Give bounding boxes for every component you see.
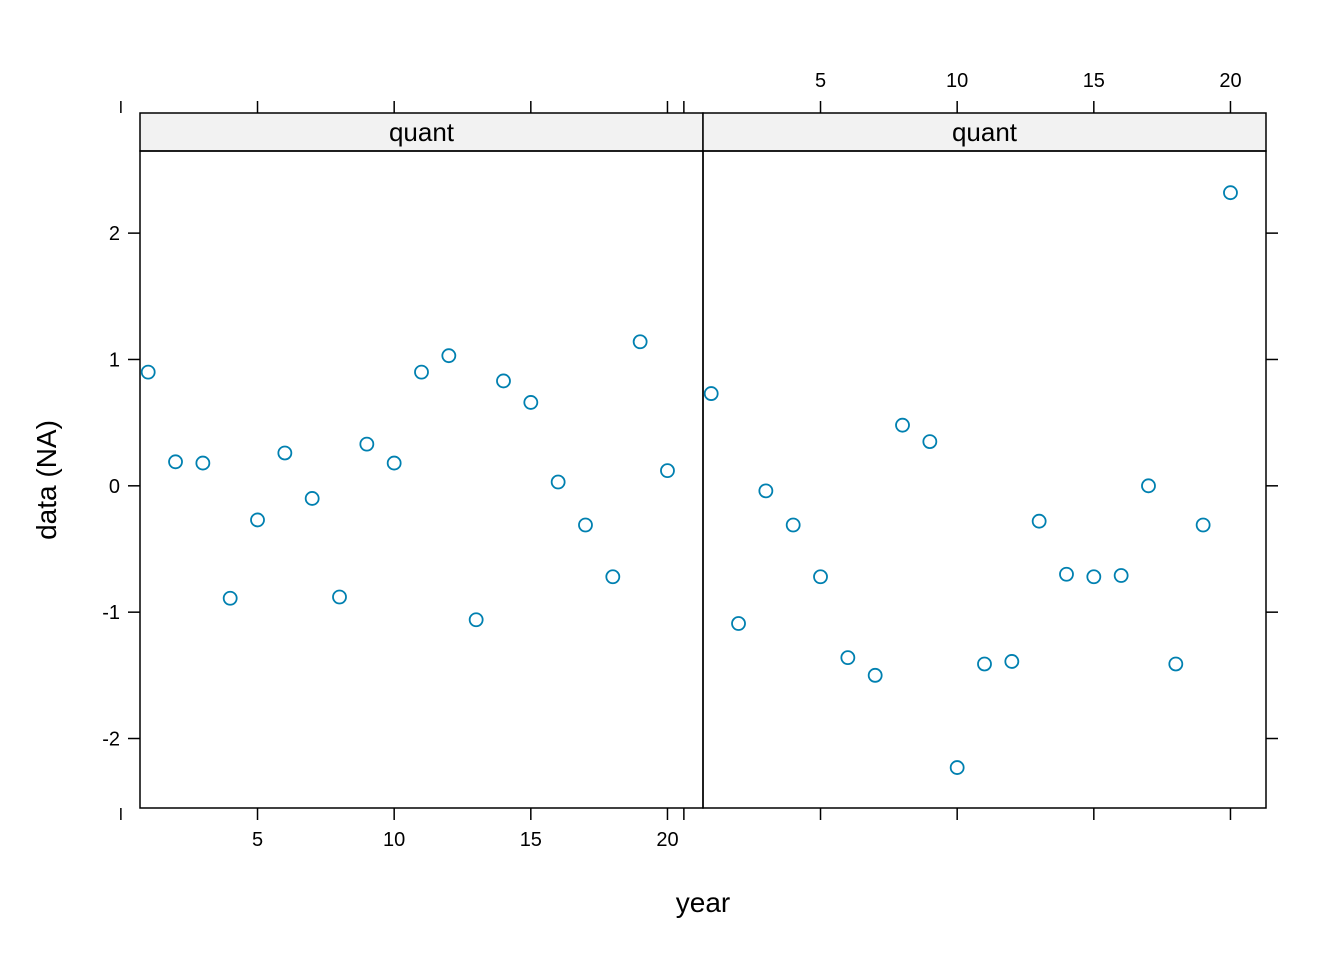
data-point bbox=[414, 364, 429, 380]
data-point bbox=[332, 589, 347, 605]
data-point bbox=[949, 760, 965, 775]
x-axis-title: year bbox=[676, 887, 730, 918]
data-point bbox=[632, 334, 648, 350]
data-point bbox=[758, 483, 774, 499]
x-tick-label: 10 bbox=[946, 70, 968, 92]
x-tick-label: 5 bbox=[252, 829, 263, 851]
data-point bbox=[1223, 185, 1238, 201]
data-point bbox=[168, 454, 183, 470]
data-point bbox=[359, 436, 375, 452]
data-point bbox=[1059, 566, 1074, 582]
data-point bbox=[895, 417, 910, 433]
panels-layer: quant 5 10 15 20 quant 5 10 15 20 -2 -1 0 1 2 bbox=[102, 70, 1278, 851]
strip-label: quant bbox=[389, 117, 455, 147]
data-point bbox=[785, 517, 801, 533]
data-point bbox=[1168, 656, 1184, 672]
y-axis-title: data (NA) bbox=[31, 420, 62, 540]
data-point bbox=[1113, 568, 1129, 583]
data-point bbox=[304, 491, 320, 506]
data-point bbox=[703, 386, 719, 401]
data-point bbox=[386, 455, 402, 471]
data-point bbox=[922, 434, 938, 449]
panel-1: quant 5 10 15 20 bbox=[120, 101, 704, 851]
strip-background bbox=[702, 112, 1267, 152]
data-point bbox=[731, 616, 746, 631]
data-point bbox=[250, 512, 265, 528]
x-tick-label: 15 bbox=[1083, 70, 1105, 92]
data-point bbox=[195, 455, 211, 471]
data-point bbox=[660, 463, 675, 479]
data-point bbox=[277, 445, 293, 461]
data-point bbox=[1141, 478, 1156, 494]
y-tick-label: 0 bbox=[109, 476, 120, 498]
strip-label: quant bbox=[952, 117, 1018, 147]
x-tick-label: 10 bbox=[383, 829, 405, 851]
data-point bbox=[578, 517, 593, 533]
data-point bbox=[468, 612, 484, 628]
data-point bbox=[605, 569, 621, 585]
panel-2: quant 5 10 15 20 bbox=[683, 70, 1267, 820]
y-tick-label: -2 bbox=[102, 729, 120, 751]
data-point bbox=[496, 373, 511, 389]
x-tick-label: 20 bbox=[1219, 70, 1241, 92]
data-point bbox=[222, 590, 238, 606]
y-axis: -2 -1 0 1 2 bbox=[102, 223, 1278, 751]
data-point bbox=[1031, 513, 1047, 529]
x-tick-label: 5 bbox=[815, 70, 826, 92]
data-point bbox=[867, 667, 883, 683]
data-point bbox=[840, 650, 856, 666]
data-point bbox=[1086, 569, 1102, 585]
data-point bbox=[523, 395, 539, 410]
panel-border bbox=[139, 150, 704, 809]
data-point bbox=[813, 569, 828, 585]
strip-background bbox=[139, 112, 704, 152]
data-point bbox=[140, 364, 156, 380]
data-point bbox=[441, 348, 457, 364]
y-tick-label: 1 bbox=[109, 349, 120, 371]
y-tick-label: 2 bbox=[109, 223, 120, 245]
x-tick-label: 15 bbox=[520, 829, 542, 851]
data-point bbox=[1195, 517, 1211, 533]
y-tick-label: -1 bbox=[102, 602, 120, 624]
panel-border bbox=[702, 150, 1267, 809]
data-point bbox=[550, 474, 566, 490]
x-tick-label: 20 bbox=[656, 829, 678, 851]
data-point bbox=[977, 656, 992, 672]
data-point bbox=[1004, 654, 1020, 669]
